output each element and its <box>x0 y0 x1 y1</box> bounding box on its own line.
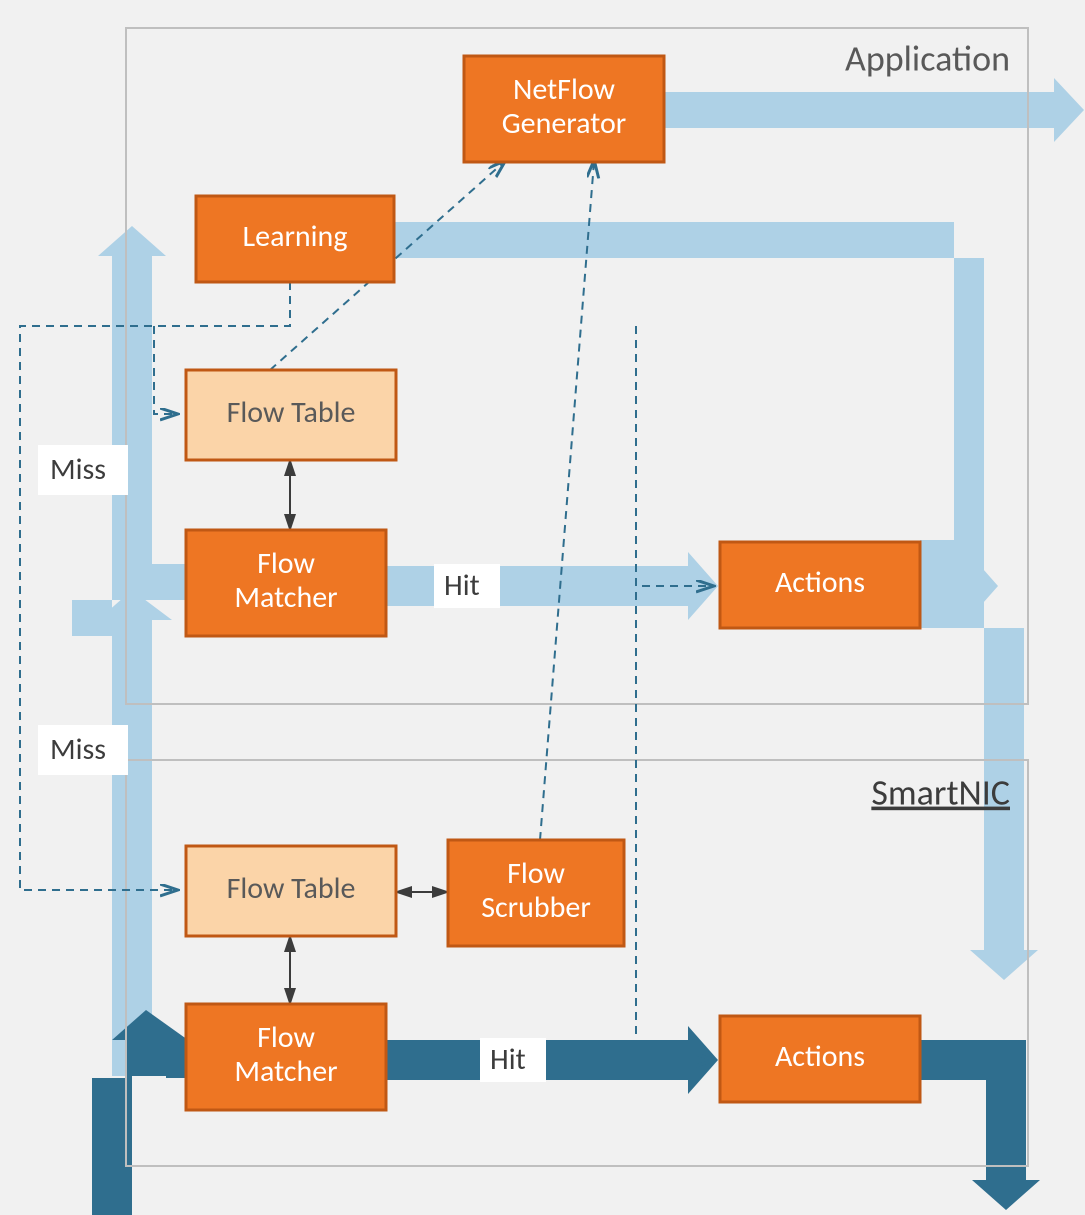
node-learning: Learning <box>196 196 394 282</box>
node-actions1: Actions <box>720 542 920 628</box>
region-smartnic-label: SmartNIC <box>871 771 1010 815</box>
flowchart-diagram: Application SmartNIC Miss Miss Hit Hit N… <box>0 0 1085 1215</box>
label-miss-1: Miss <box>50 451 106 488</box>
node-actions2: Actions <box>720 1016 920 1102</box>
node-matcher1-label: Flow <box>257 545 315 582</box>
node-flowtable2: Flow Table <box>186 846 396 936</box>
node-matcher2: FlowMatcher <box>186 1004 386 1110</box>
region-application-label: Application <box>845 37 1010 81</box>
node-matcher1: FlowMatcher <box>186 530 386 636</box>
node-flowtable2-label: Flow Table <box>227 870 356 907</box>
node-flowtable1-label: Flow Table <box>227 394 356 431</box>
node-matcher1-label: Matcher <box>234 579 337 616</box>
label-miss-2: Miss <box>50 731 106 768</box>
node-scrubber-label: Flow <box>507 855 565 892</box>
node-matcher2-label: Flow <box>257 1019 315 1056</box>
node-netflow: NetFlowGenerator <box>464 56 664 162</box>
node-matcher2-label: Matcher <box>234 1053 337 1090</box>
node-actions1-label: Actions <box>775 564 865 601</box>
label-hit-2: Hit <box>490 1041 526 1078</box>
node-actions2-label: Actions <box>775 1038 865 1075</box>
label-hit-1: Hit <box>444 567 480 604</box>
node-scrubber-label: Scrubber <box>481 889 591 926</box>
node-netflow-label: NetFlow <box>513 71 616 108</box>
node-scrubber: FlowScrubber <box>448 840 624 946</box>
node-netflow-label: Generator <box>502 105 627 142</box>
node-learning-label: Learning <box>243 218 348 255</box>
node-flowtable1: Flow Table <box>186 370 396 460</box>
